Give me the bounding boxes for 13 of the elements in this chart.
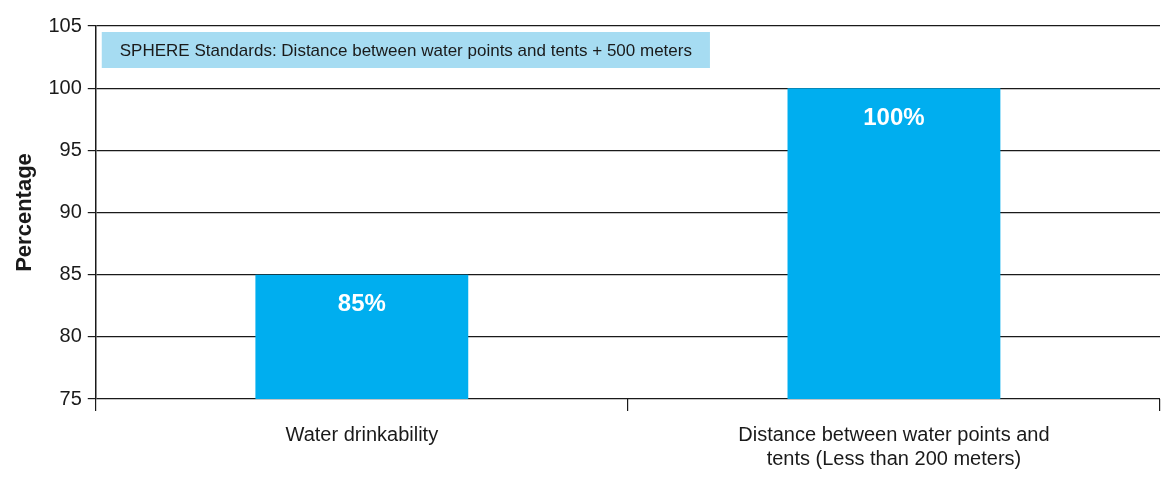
x-tick-label: Distance between water points and tents (Less than 200 meters) bbox=[738, 422, 1050, 469]
data-label: 85% bbox=[337, 289, 386, 317]
y-tick-label: 95 bbox=[59, 137, 82, 160]
data-label: 100% bbox=[863, 102, 925, 130]
y-tick-label: 100 bbox=[48, 75, 82, 98]
y-tick-label: 80 bbox=[59, 324, 82, 347]
y-tick-label: 75 bbox=[59, 386, 82, 409]
y-tick-label: 90 bbox=[59, 200, 82, 223]
annotation: SPHERE Standards: Distance between water points and tents + 500 meters bbox=[119, 40, 692, 60]
y-axis-title: Percentage bbox=[11, 153, 37, 272]
x-tick-label: Water drinkability bbox=[285, 422, 439, 445]
y-tick-label: 85 bbox=[59, 262, 82, 285]
y-tick-label: 105 bbox=[48, 13, 82, 36]
